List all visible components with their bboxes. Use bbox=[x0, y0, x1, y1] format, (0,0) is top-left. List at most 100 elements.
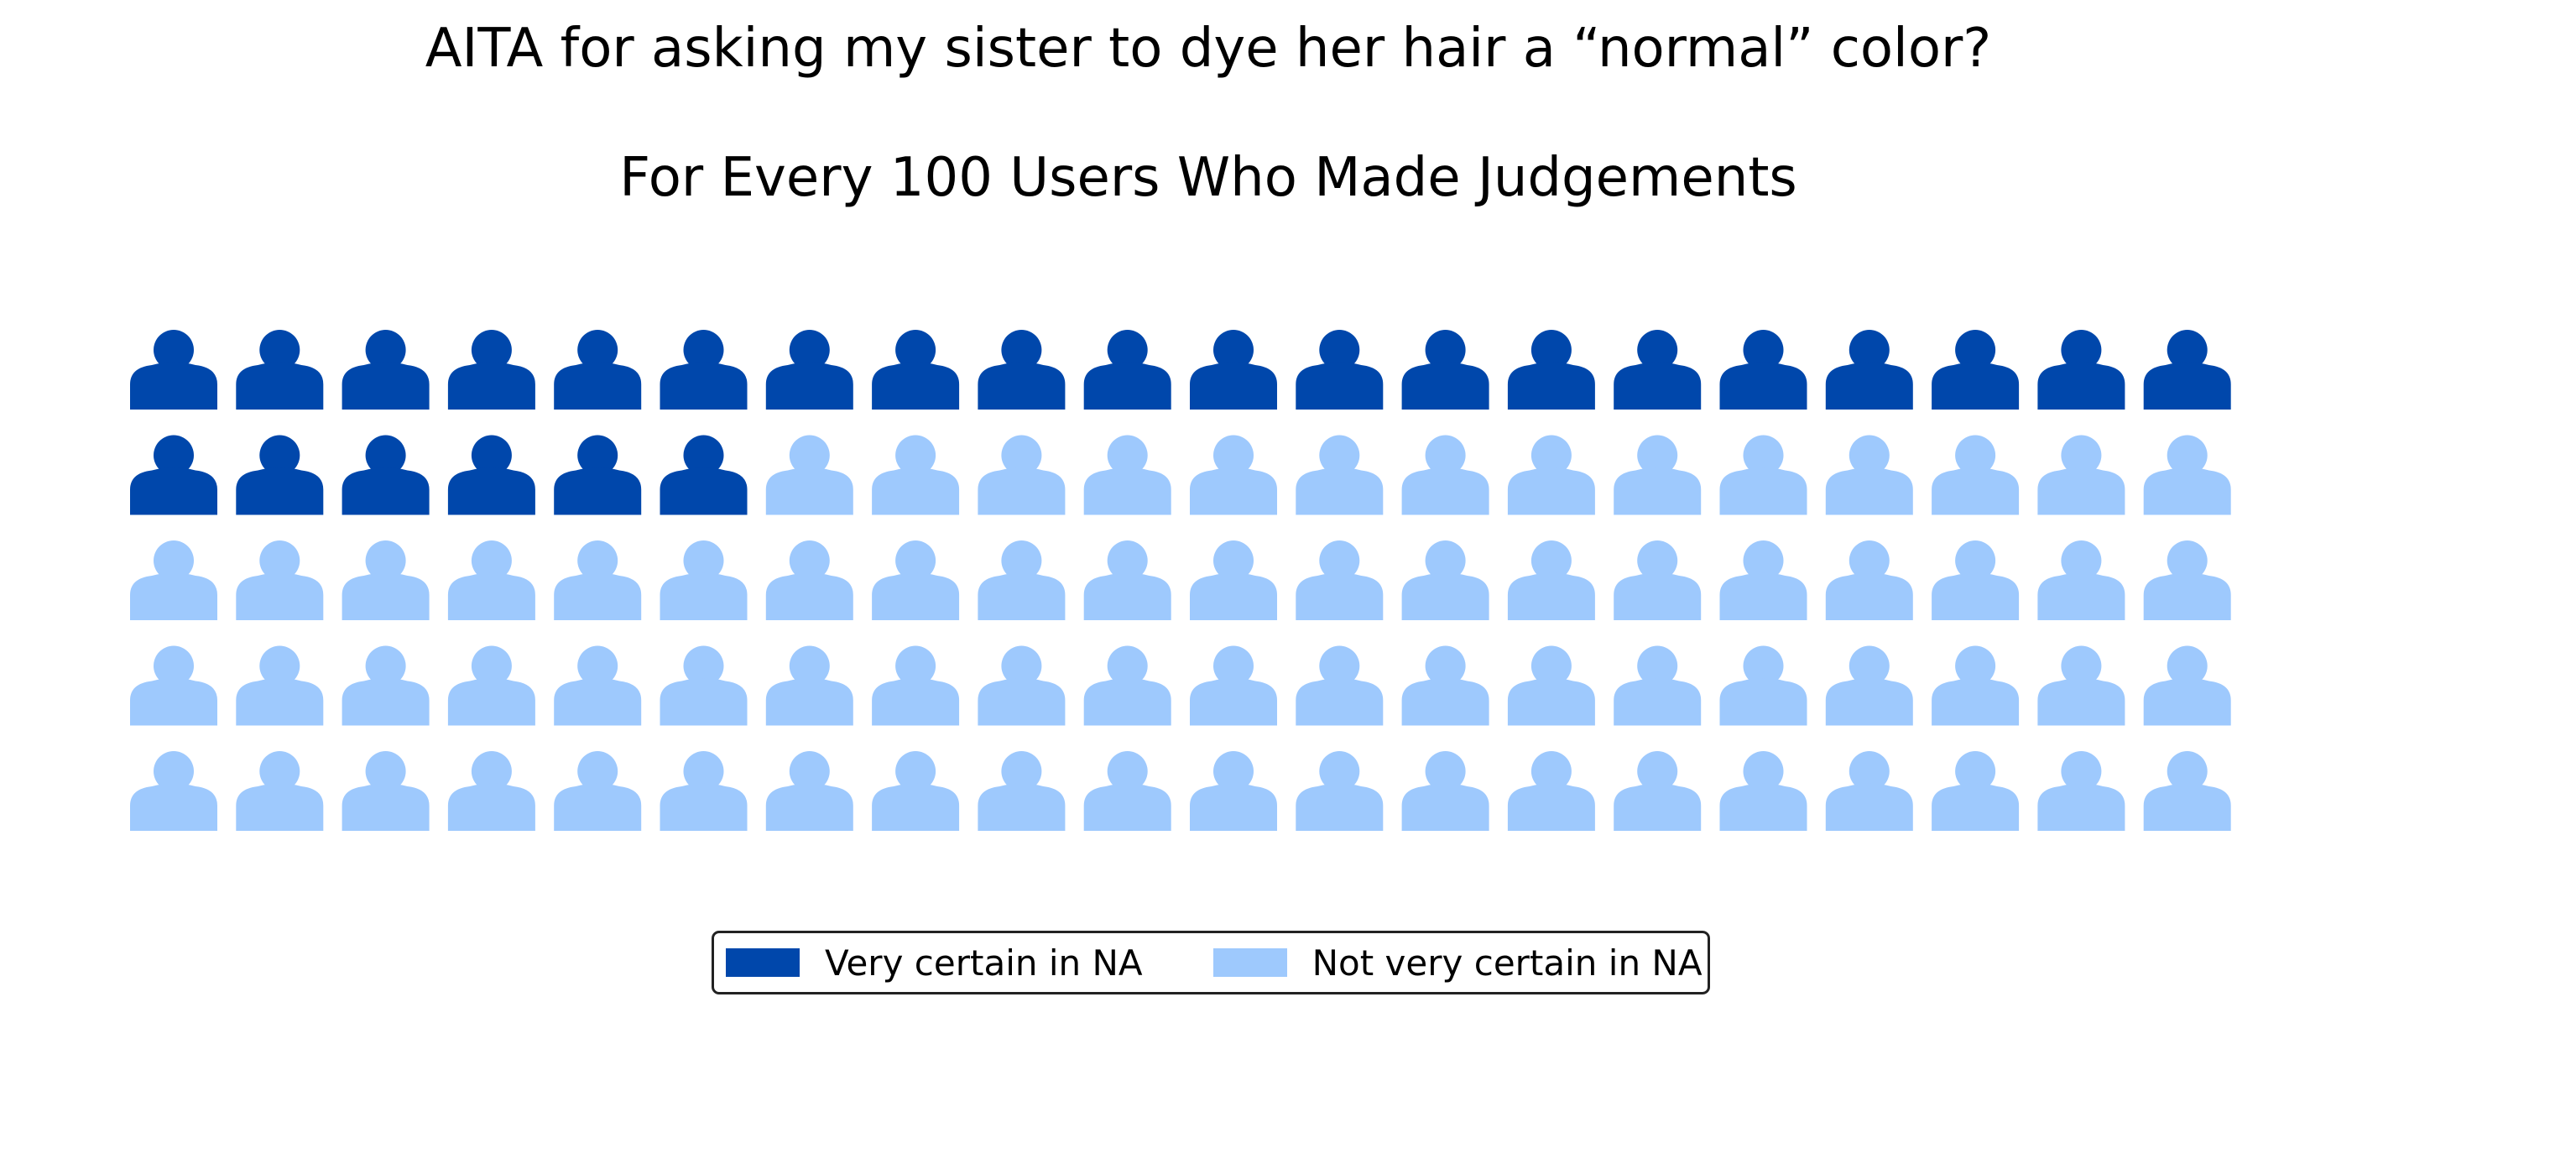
person-icon bbox=[1825, 435, 1913, 515]
person-icon bbox=[872, 435, 960, 515]
person-icon bbox=[660, 645, 748, 726]
person-icon bbox=[342, 330, 430, 410]
person-icon bbox=[1825, 540, 1913, 620]
person-icon bbox=[554, 751, 642, 831]
person-icon bbox=[1719, 645, 1807, 726]
person-icon bbox=[660, 751, 748, 831]
person-icon bbox=[1401, 751, 1489, 831]
person-icon bbox=[447, 435, 535, 515]
person-icon bbox=[554, 645, 642, 726]
legend-item-not-very-certain: Not very certain in NA bbox=[1212, 942, 1703, 984]
person-icon bbox=[554, 540, 642, 620]
person-icon bbox=[872, 330, 960, 410]
legend-swatch-not-very-certain bbox=[1212, 948, 1287, 977]
person-icon bbox=[2143, 751, 2231, 831]
person-icon bbox=[236, 540, 324, 620]
person-icon bbox=[447, 645, 535, 726]
person-icon bbox=[1825, 645, 1913, 726]
person-icon bbox=[1932, 435, 2020, 515]
person-icon bbox=[236, 330, 324, 410]
person-icon bbox=[765, 435, 853, 515]
person-icon bbox=[1614, 435, 1702, 515]
person-icon bbox=[342, 751, 430, 831]
person-icon bbox=[1296, 751, 1384, 831]
person-icon bbox=[978, 435, 1066, 515]
person-icon bbox=[1507, 540, 1595, 620]
person-icon bbox=[2143, 435, 2231, 515]
person-icon bbox=[1825, 751, 1913, 831]
person-icon bbox=[1401, 435, 1489, 515]
person-icon bbox=[2037, 751, 2125, 831]
person-icon bbox=[1719, 751, 1807, 831]
person-icon bbox=[1719, 540, 1807, 620]
person-icon bbox=[660, 435, 748, 515]
person-icon bbox=[1190, 540, 1277, 620]
person-icon bbox=[2037, 645, 2125, 726]
person-icon bbox=[765, 645, 853, 726]
chart-title: AITA for asking my sister to dye her hai… bbox=[425, 18, 1992, 80]
person-icon bbox=[1083, 435, 1171, 515]
person-icon bbox=[1190, 435, 1277, 515]
person-icon bbox=[1296, 645, 1384, 726]
person-icon bbox=[1614, 645, 1702, 726]
person-icon bbox=[1614, 540, 1702, 620]
person-icon bbox=[1719, 435, 1807, 515]
person-icon bbox=[978, 751, 1066, 831]
person-icon bbox=[1190, 751, 1277, 831]
person-icon bbox=[447, 330, 535, 410]
person-icon bbox=[872, 751, 960, 831]
person-icon bbox=[1825, 330, 1913, 410]
person-icon bbox=[1719, 330, 1807, 410]
person-icon bbox=[1190, 645, 1277, 726]
person-icon bbox=[1614, 751, 1702, 831]
person-icon bbox=[130, 540, 217, 620]
person-icon bbox=[130, 645, 217, 726]
person-icon bbox=[2143, 540, 2231, 620]
legend-label-not-very-certain: Not very certain in NA bbox=[1311, 942, 1703, 984]
chart-legend: Very certain in NA Not very certain in N… bbox=[712, 931, 1710, 994]
person-icon bbox=[1083, 751, 1171, 831]
person-icon bbox=[765, 330, 853, 410]
person-icon bbox=[1507, 330, 1595, 410]
person-icon bbox=[1614, 330, 1702, 410]
person-icon bbox=[1932, 751, 2020, 831]
person-icon bbox=[1507, 645, 1595, 726]
person-icon bbox=[2143, 330, 2231, 410]
person-icon bbox=[447, 540, 535, 620]
person-icon bbox=[236, 645, 324, 726]
chart-subtitle: For Every 100 Users Who Made Judgements bbox=[619, 147, 1797, 209]
person-icon bbox=[660, 540, 748, 620]
person-icon bbox=[1296, 435, 1384, 515]
person-icon bbox=[765, 751, 853, 831]
person-icon bbox=[130, 330, 217, 410]
person-icon bbox=[1083, 330, 1171, 410]
person-icon bbox=[1401, 645, 1489, 726]
person-icon bbox=[342, 540, 430, 620]
person-icon bbox=[1932, 330, 2020, 410]
person-icon bbox=[236, 435, 324, 515]
person-icon bbox=[1083, 540, 1171, 620]
person-icon bbox=[978, 540, 1066, 620]
person-icon bbox=[2037, 540, 2125, 620]
person-icon bbox=[765, 540, 853, 620]
person-icon bbox=[2037, 330, 2125, 410]
person-icon bbox=[1296, 540, 1384, 620]
person-icon bbox=[1507, 751, 1595, 831]
person-icon bbox=[1401, 540, 1489, 620]
person-icon bbox=[342, 645, 430, 726]
person-icon bbox=[1932, 645, 2020, 726]
person-icon bbox=[872, 540, 960, 620]
person-icon bbox=[1507, 435, 1595, 515]
person-icon bbox=[660, 330, 748, 410]
legend-label-very-certain: Very certain in NA bbox=[825, 942, 1143, 984]
person-icon bbox=[554, 330, 642, 410]
legend-swatch-very-certain bbox=[726, 948, 800, 977]
person-icon bbox=[1190, 330, 1277, 410]
person-icon bbox=[447, 751, 535, 831]
person-icon bbox=[1083, 645, 1171, 726]
legend-item-very-certain: Very certain in NA bbox=[726, 942, 1143, 984]
person-icon bbox=[978, 645, 1066, 726]
person-icon bbox=[1296, 330, 1384, 410]
